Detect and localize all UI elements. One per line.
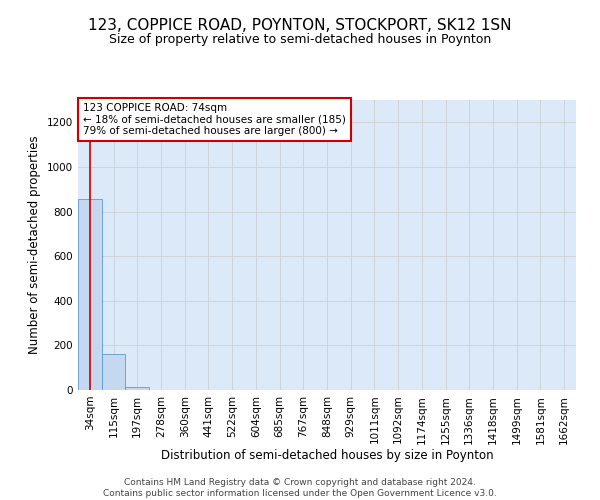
Text: Size of property relative to semi-detached houses in Poynton: Size of property relative to semi-detach…: [109, 32, 491, 46]
Text: 123 COPPICE ROAD: 74sqm
← 18% of semi-detached houses are smaller (185)
79% of s: 123 COPPICE ROAD: 74sqm ← 18% of semi-de…: [83, 103, 346, 136]
Bar: [125, 388, 149, 390]
Bar: [78, 200, 102, 390]
Text: 123, COPPICE ROAD, POYNTON, STOCKPORT, SK12 1SN: 123, COPPICE ROAD, POYNTON, STOCKPORT, S…: [88, 18, 512, 32]
Bar: [102, 354, 125, 390]
X-axis label: Distribution of semi-detached houses by size in Poynton: Distribution of semi-detached houses by …: [161, 449, 493, 462]
Text: Contains HM Land Registry data © Crown copyright and database right 2024.
Contai: Contains HM Land Registry data © Crown c…: [103, 478, 497, 498]
Y-axis label: Number of semi-detached properties: Number of semi-detached properties: [28, 136, 41, 354]
